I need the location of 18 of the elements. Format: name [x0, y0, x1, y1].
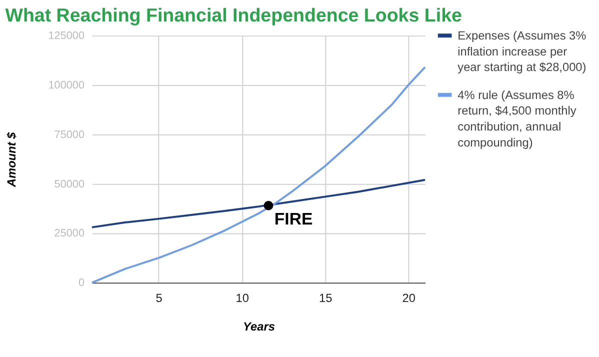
line-series	[90, 66, 426, 284]
x-tick-label: 20	[402, 290, 416, 305]
y-axis-title: Amount $	[4, 132, 19, 188]
legend-label: 4% rule (Assumes 8% return, $4,500 monthly contribution, annual compounding)	[458, 88, 576, 150]
x-tick-label: 10	[236, 290, 250, 305]
y-tick-label: 75000	[54, 128, 85, 141]
chart-title: What Reaching Financial Independence Looks Like	[5, 4, 462, 26]
legend-label: Expenses (Assumes 3% inflation increase per year starting at $28,000)	[458, 28, 587, 74]
y-tick-label: 0	[78, 277, 85, 290]
x-tick-label: 5	[156, 290, 163, 305]
y-tick-label: 50000	[54, 178, 85, 190]
y-tick-label: 100000	[48, 79, 85, 92]
y-tick-label: 125000	[48, 30, 85, 42]
x-axis-title: Years	[243, 320, 276, 334]
annotation: FIRE	[274, 209, 313, 228]
x-tick-label: 15	[318, 290, 333, 305]
y-tick-label: 25000	[54, 228, 85, 240]
line-series	[90, 178, 426, 228]
